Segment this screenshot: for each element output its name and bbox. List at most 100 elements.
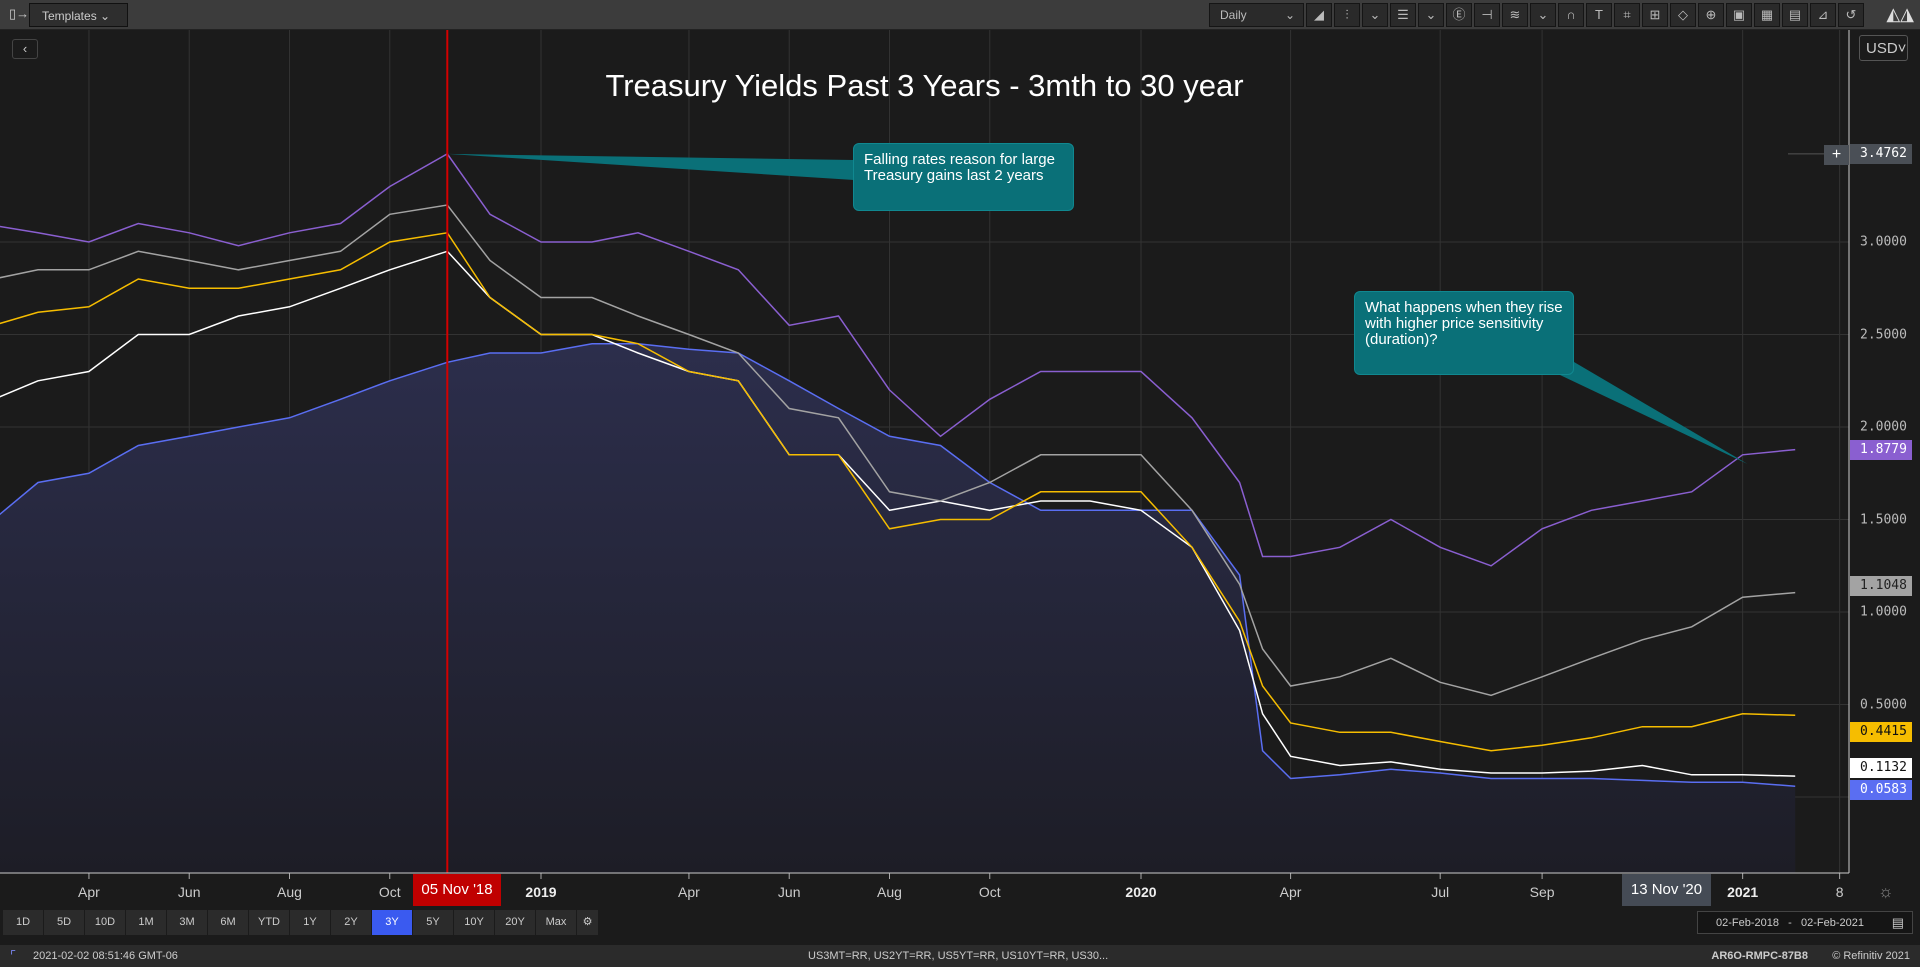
collapse-panel-icon[interactable]: ▯→ (9, 6, 30, 21)
copyright: © Refinitiv 2021 (1832, 950, 1910, 962)
templates-dropdown[interactable]: Templates ⌄ (29, 3, 128, 27)
drawings-button[interactable]: ≋ (1502, 3, 1528, 27)
refinitiv-logo-icon: ◭◮ (1886, 4, 1914, 24)
resize-button[interactable]: ⊞ (1642, 3, 1668, 27)
layout-button[interactable]: ☰ (1390, 3, 1416, 27)
range-selector: 1D 5D 10D 1M 3M 6M YTD 1Y 2Y 3Y 5Y 10Y 20Y Max ⚙ (3, 910, 599, 935)
templates-label: Templates (42, 9, 97, 23)
zoom-icon: ⊕ (1705, 7, 1717, 22)
x-tick-label: 2021 (1727, 884, 1759, 900)
chart-type-button[interactable]: ◢ (1306, 3, 1332, 27)
chevron-down-icon: ⌄ (1537, 7, 1549, 22)
interval-select[interactable]: Daily ⌄ (1209, 3, 1304, 27)
theme-toggle-icon[interactable]: ☼ (1878, 882, 1894, 901)
text-button[interactable]: T (1586, 3, 1612, 27)
date-to: 02-Feb-2021 (1801, 917, 1865, 929)
range-ytd[interactable]: YTD (249, 910, 290, 935)
events-button[interactable]: Ⓔ (1446, 3, 1472, 27)
series-line-yield-3m (0, 342, 1796, 787)
magnet-icon: ∩ (1566, 7, 1576, 22)
excel-button[interactable]: ▣ (1726, 3, 1752, 27)
x-tick-label: Jun (777, 884, 801, 900)
x-tick-label: Jun (177, 884, 201, 900)
instrument-list[interactable]: US3MT=RR, US2YT=RR, US5YT=RR, US10YT=RR,… (808, 950, 1109, 962)
chevron-down-button[interactable]: ⌄ (1530, 3, 1556, 27)
x-tick-label: 2019 (525, 884, 557, 900)
y-tick-label: 1.5000 (1860, 512, 1907, 527)
layout-icon: ☰ (1397, 7, 1409, 22)
indicators-button[interactable]: ⫶ (1334, 3, 1360, 27)
timestamp: 2021-02-02 08:51:46 GMT-06 (33, 950, 178, 962)
range-10y[interactable]: 10Y (454, 910, 495, 935)
last-value-yield-30y: 1.8779 (1850, 439, 1912, 460)
range-3m[interactable]: 3M (167, 910, 208, 935)
range-max[interactable]: Max (536, 910, 577, 935)
x-tick-label: 8 (1835, 884, 1844, 900)
shape-icon: ⌗ (1623, 7, 1631, 22)
last-value-yield-10y: 1.1048 (1850, 576, 1912, 596)
range-6m[interactable]: 6M (208, 910, 249, 935)
range-settings-icon[interactable]: ⚙ (577, 910, 599, 935)
analysis-button[interactable]: ⊿ (1810, 3, 1836, 27)
x-tick-label: 2020 (1125, 884, 1157, 900)
chevron-down-icon: ⌄ (1425, 7, 1437, 22)
table-button[interactable]: ▦ (1754, 3, 1780, 27)
add-crosshair-button[interactable]: + (1824, 145, 1849, 165)
x-tick-label: Oct (978, 884, 1001, 900)
series-line-yield-2y (0, 250, 1796, 777)
annotation-pointer (1560, 362, 1748, 464)
annotation-rising-rates[interactable]: What happens when they rise with higher … (1354, 291, 1574, 375)
range-10d[interactable]: 10D (85, 910, 126, 935)
series-line-yield-10y (0, 204, 1796, 697)
x-tick-label: Aug (877, 884, 902, 900)
crosshair-value-label: 3.4762 (1850, 143, 1912, 164)
range-5d[interactable]: 5D (44, 910, 85, 935)
annotation-falling-rates[interactable]: Falling rates reason for large Treasury … (853, 143, 1074, 211)
indicators-icon: ⫶ (1345, 7, 1349, 22)
y-tick-label: 3.0000 (1860, 234, 1907, 250)
range-2y[interactable]: 2Y (331, 910, 372, 935)
events-icon: Ⓔ (1452, 7, 1466, 22)
polygon-button[interactable]: ◇ (1670, 3, 1696, 27)
shape-button[interactable]: ⌗ (1614, 3, 1640, 27)
series-line-yield-30y (0, 152, 1796, 567)
text-icon: T (1595, 7, 1603, 22)
x-tick-label: Oct (378, 884, 401, 900)
area-3m (0, 343, 1796, 873)
crosshair-icon: ⊣ (1481, 7, 1493, 22)
magnet-button[interactable]: ∩ (1558, 3, 1584, 27)
news-button[interactable]: ▤ (1782, 3, 1808, 27)
refinitiv-icon: ⌜ (10, 948, 17, 963)
range-1y[interactable]: 1Y (290, 910, 331, 935)
undo-button[interactable]: ↺ (1838, 3, 1864, 27)
y-tick-label: 2.0000 (1860, 419, 1907, 435)
interval-value: Daily (1220, 8, 1247, 22)
polygon-icon: ◇ (1678, 7, 1688, 22)
x-tick-label: Apr (78, 884, 100, 900)
analysis-icon: ⊿ (1817, 7, 1829, 22)
currency-button[interactable]: USD˅ (1859, 35, 1908, 61)
annotation-pointer (447, 153, 854, 180)
date-from: 02-Feb-2018 (1716, 917, 1779, 929)
calendar-icon[interactable]: ▤ (1891, 915, 1904, 930)
chevron-down-icon: ˅ (1897, 40, 1907, 57)
chevron-down-button[interactable]: ⌄ (1362, 3, 1388, 27)
x-tick-label: Jul (1431, 884, 1450, 900)
zoom-button[interactable]: ⊕ (1698, 3, 1724, 27)
range-5y[interactable]: 5Y (413, 910, 454, 935)
range-3y[interactable]: 3Y (372, 910, 413, 935)
crosshair-button[interactable]: ⊣ (1474, 3, 1500, 27)
chevron-down-button[interactable]: ⌄ (1418, 3, 1444, 27)
date-separator: - (1788, 917, 1792, 929)
date-range-picker[interactable]: 02-Feb-2018 - 02-Feb-2021 ▤ (1697, 911, 1913, 934)
last-value-yield-3m: 0.0583 (1850, 780, 1912, 800)
table-icon: ▦ (1760, 7, 1774, 22)
chevron-down-icon: ⌄ (100, 9, 111, 23)
chart-tools: Daily ⌄ ◢ ⫶ ⌄ ☰ ⌄ Ⓔ ⊣ ≋ ⌄ ∩ T ⌗ ⊞ ◇ ⊕ ▣ ▦ ▤ ⊿ ↺ (1209, 3, 1864, 27)
back-button[interactable]: ‹ (12, 39, 38, 59)
drawings-icon: ≋ (1509, 7, 1521, 22)
range-1d[interactable]: 1D (3, 910, 44, 935)
range-20y[interactable]: 20Y (495, 910, 536, 935)
range-1m[interactable]: 1M (126, 910, 167, 935)
hover-date-label: 13 Nov '20 (1622, 874, 1711, 906)
